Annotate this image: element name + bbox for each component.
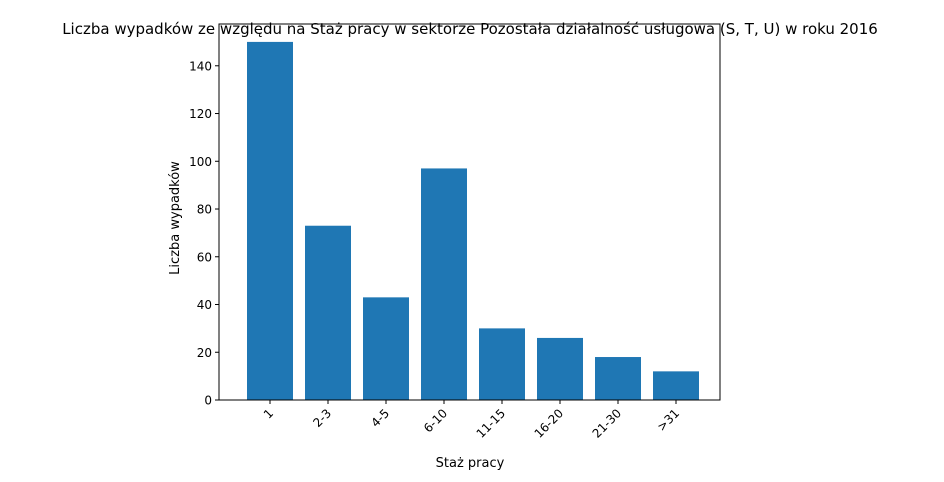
bar->31 <box>653 371 699 400</box>
y-tick-label: 20 <box>197 346 212 360</box>
bar-21-30 <box>595 357 641 400</box>
y-axis-label: Liczba wypadków <box>168 161 183 275</box>
y-tick-label: 120 <box>189 107 212 121</box>
y-tick-label: 80 <box>197 203 212 217</box>
bar-4-5 <box>363 297 409 400</box>
y-tick-label: 40 <box>197 298 212 312</box>
bars-group <box>247 41 699 401</box>
x-tick-label: >31 <box>654 406 682 434</box>
y-tick-label: 140 <box>189 59 212 73</box>
x-tick-label: 11-15 <box>474 406 509 441</box>
bar-6-10 <box>421 168 467 400</box>
bar-1 <box>247 41 293 401</box>
x-tick-label: 6-10 <box>421 406 450 435</box>
y-tick-label: 0 <box>204 394 212 408</box>
x-tick-label: 2-3 <box>310 406 334 430</box>
chart-title: Liczba wypadków ze względu na Staż pracy… <box>62 20 878 38</box>
y-tick-label: 60 <box>197 250 212 264</box>
bar-2-3 <box>305 225 351 400</box>
x-tick-label: 16-20 <box>532 406 567 441</box>
x-tick-label: 4-5 <box>368 406 392 430</box>
bar-11-15 <box>479 328 525 400</box>
y-tick-label: 100 <box>189 155 212 169</box>
plot-frame <box>218 23 721 401</box>
x-tick-label: 21-30 <box>590 406 625 441</box>
x-tick-label: 1 <box>261 406 276 421</box>
x-axis-label: Staż pracy <box>436 456 505 471</box>
bar-16-20 <box>537 337 583 400</box>
